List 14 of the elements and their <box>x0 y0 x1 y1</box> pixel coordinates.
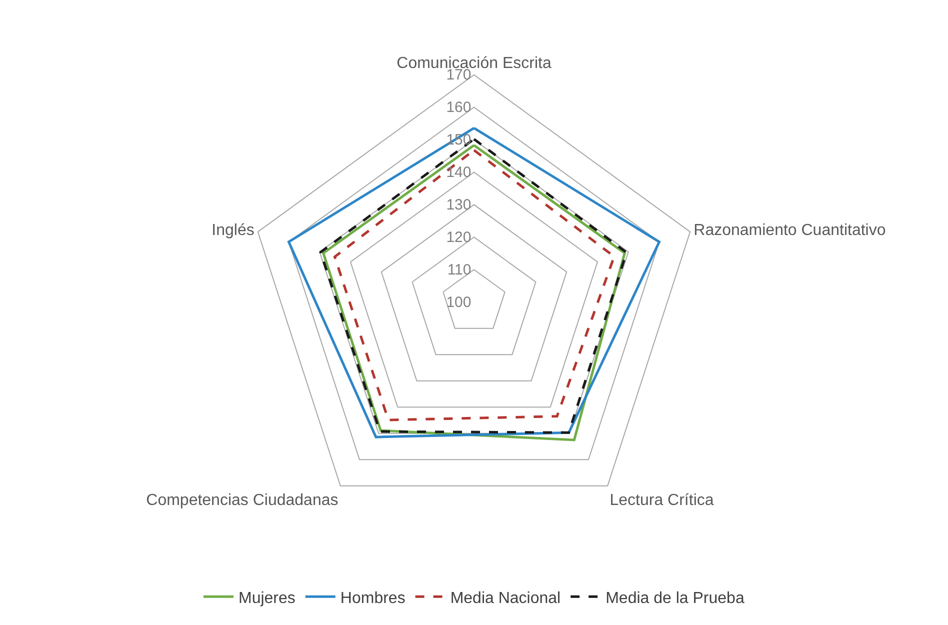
legend-label: Media Nacional <box>450 590 561 607</box>
y-tick-label: 110 <box>447 261 472 278</box>
spoke-label: Lectura Crítica <box>610 492 714 510</box>
spoke-label: Inglés <box>212 222 254 240</box>
y-tick-label: 100 <box>446 294 472 311</box>
y-tick-label: 120 <box>446 229 472 246</box>
y-tick-label: 140 <box>446 164 472 182</box>
legend-label: Hombres <box>340 590 406 607</box>
y-tick-label: 130 <box>446 196 472 214</box>
legend-label: Media de la Prueba <box>606 590 744 607</box>
spoke-label: Competencias Ciudadanas <box>146 492 338 510</box>
legend-label: Mujeres <box>238 590 296 607</box>
spoke-label: Razonamiento Cuantitativo <box>694 222 886 240</box>
y-tick-label: 160 <box>446 99 472 116</box>
